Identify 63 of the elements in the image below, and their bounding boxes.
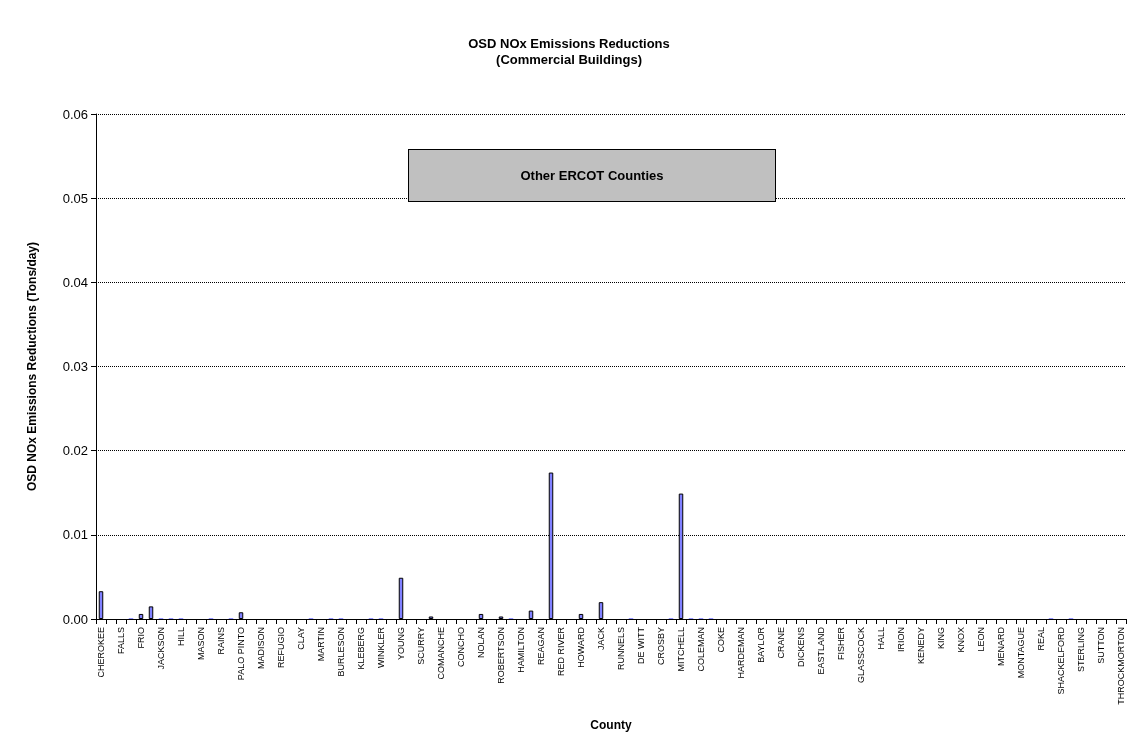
x-tick-label: RUNNELS [616, 627, 626, 671]
x-tick-label: NOLAN [476, 627, 486, 659]
x-tick-label: FALLS [116, 627, 126, 655]
x-tick-label: DICKENS [796, 627, 806, 668]
x-tick-label: CHEROKEE [96, 627, 106, 678]
y-tick-label: 0.05 [62, 190, 88, 206]
x-tick-label: KLEBERG [356, 627, 366, 670]
x-tick-label: SCURRY [416, 627, 426, 665]
y-tick-label: 0.01 [62, 527, 88, 543]
x-tick-label: SUTTON [1096, 627, 1106, 664]
x-tick-label: STERLING [1076, 627, 1086, 673]
x-tick-label: COMANCHE [436, 627, 446, 680]
x-tick-label: PALO PINTO [236, 627, 246, 681]
x-tick-label: JACKSON [156, 627, 166, 670]
y-tick-label: 0.04 [62, 274, 88, 290]
y-axis-title: OSD NOx Emissions Reductions (Tons/day) [25, 241, 39, 492]
x-tick-label: KING [936, 627, 946, 650]
y-tick-label: 0.03 [62, 359, 88, 374]
x-tick-label: FRIO [136, 627, 146, 649]
x-tick-label: YOUNG [396, 627, 406, 661]
x-tick-label: REAL [1036, 627, 1046, 651]
x-tick-label: REFUGIO [276, 627, 286, 669]
x-tick-label: MITCHELL [676, 627, 686, 672]
x-tick-label: KENEDY [916, 627, 926, 665]
x-tick-label: BAYLOR [756, 626, 766, 663]
x-axis-title: County [590, 718, 632, 732]
x-tick-label: HOWARD [576, 626, 586, 668]
chart-title: OSD NOx Emissions Reductions (Commercial Buildings) [468, 35, 670, 67]
y-tick-label: 0.06 [62, 106, 88, 122]
x-tick-label: THROCKMORTON [1116, 627, 1126, 705]
x-tick-label: RAINS [216, 627, 226, 655]
x-tick-label: GLASSCOCK [856, 627, 866, 684]
x-tick-label: IRION [896, 627, 906, 653]
x-tick-label: MENARD [996, 626, 1006, 667]
x-tick-label: FISHER [836, 626, 846, 661]
y-tick-label: 0.02 [62, 443, 88, 459]
x-tick-label: COLEMAN [696, 627, 706, 672]
text-box: Other ERCOT Counties [408, 149, 776, 202]
x-tick-label: EASTLAND [816, 626, 826, 675]
x-tick-label: HAMILTON [516, 627, 526, 673]
x-tick-label: DE WITT [636, 626, 646, 664]
y-tick-label: 0.00 [62, 611, 88, 627]
x-tick-label: MONTAGUE [1016, 627, 1026, 679]
x-tick-label: HILL [176, 627, 186, 647]
x-tick-label: REAGAN [536, 627, 546, 666]
x-tick-label: HALL [876, 627, 886, 650]
x-tick-label: WINKLER [376, 626, 386, 669]
x-tick-label: CLAY [296, 627, 306, 650]
x-tick-label: RED RIVER [556, 626, 566, 677]
x-tick-label: MARTIN [316, 627, 326, 662]
x-tick-label: LEON [976, 627, 986, 652]
x-tick-label: BURLESON [336, 627, 346, 677]
x-tick-label: CRANE [776, 627, 786, 659]
x-tick-label: MASON [196, 627, 206, 661]
x-tick-label: KNOX [956, 627, 966, 653]
x-tick-label: CROSBY [656, 627, 666, 666]
x-tick-label: ROBERTSON [496, 627, 506, 684]
x-tick-label: SHACKELFORD [1056, 626, 1066, 695]
x-tick-label: COKE [716, 627, 726, 653]
x-tick-label: CONCHO [456, 627, 466, 667]
x-tick-label: JACK [596, 627, 606, 651]
x-tick-label: HARDEMAN [736, 627, 746, 679]
x-tick-label: MADISON [256, 627, 266, 670]
